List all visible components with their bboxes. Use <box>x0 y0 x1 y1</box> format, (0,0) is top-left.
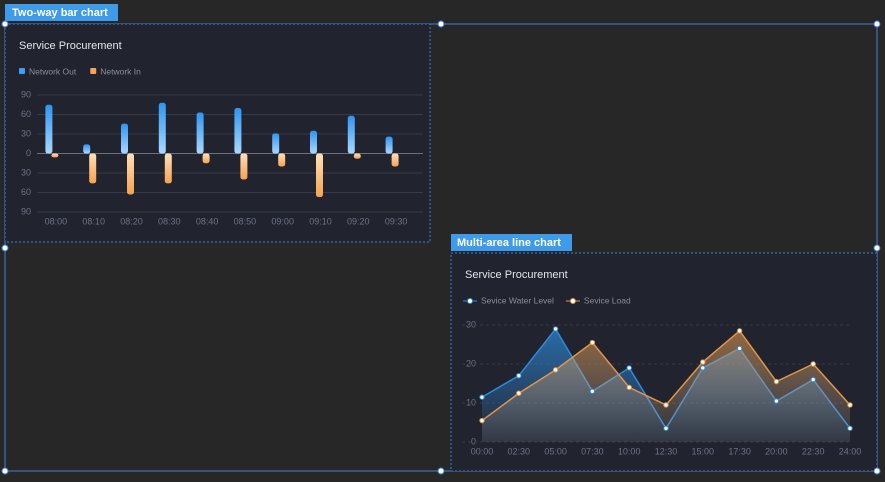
x-tick-label: 10:00 <box>618 446 641 456</box>
point <box>552 326 559 332</box>
y-tick-label: 30 <box>21 128 31 138</box>
point <box>589 388 596 394</box>
area <box>482 330 850 442</box>
y-tick-label: 10 <box>466 397 476 407</box>
y-tick-label: 30 <box>21 167 31 177</box>
bar <box>278 153 286 167</box>
point <box>773 398 780 404</box>
point <box>626 384 632 391</box>
point <box>700 359 706 365</box>
x-tick-label: 05:00 <box>544 446 567 456</box>
point <box>552 367 559 373</box>
bar <box>316 153 323 198</box>
point <box>663 402 669 408</box>
bar <box>127 153 134 195</box>
point <box>479 417 485 424</box>
bar <box>310 130 317 154</box>
x-tick-label: 07:30 <box>581 446 604 456</box>
y-tick-label: 30 <box>466 319 476 329</box>
bar <box>45 104 53 154</box>
x-tick-label: 08:00 <box>45 216 68 226</box>
y-tick-label: 0 <box>471 436 476 446</box>
x-tick-label: 08:20 <box>120 216 143 226</box>
x-tick-label: 20:00 <box>765 446 788 456</box>
bar <box>391 153 399 167</box>
bar <box>385 136 393 154</box>
y-tick-label: 60 <box>21 109 31 119</box>
point <box>516 373 522 379</box>
legend-swatch <box>90 68 97 74</box>
legend-label: Sevice Load <box>584 295 631 305</box>
x-tick-label: 17:30 <box>728 446 751 456</box>
x-tick-label: 09:00 <box>271 216 294 226</box>
x-tick-label: 02:30 <box>508 446 531 456</box>
panel-tag-text: Multi-area line chart <box>457 237 561 249</box>
legend-dot <box>467 298 473 304</box>
bar-panel[interactable] <box>4 23 431 243</box>
legend-swatch <box>19 68 25 74</box>
bar <box>83 144 91 154</box>
legend-dot <box>569 298 576 304</box>
bar <box>240 153 248 180</box>
point <box>810 361 816 367</box>
point <box>626 365 632 371</box>
point <box>700 365 706 371</box>
chart-title: Service Procurement <box>19 40 122 52</box>
x-tick-label: 24:00 <box>839 446 862 456</box>
bar <box>202 153 210 164</box>
bar <box>89 153 97 184</box>
y-tick-label: 60 <box>21 187 31 197</box>
bar <box>51 153 59 158</box>
point <box>847 402 853 408</box>
x-tick-label: 08:10 <box>82 216 105 226</box>
bar <box>353 153 361 159</box>
x-tick-label: 08:30 <box>158 216 181 226</box>
panel-tag <box>5 4 118 21</box>
point <box>773 378 780 385</box>
point <box>589 339 596 346</box>
x-tick-label: 15:00 <box>692 446 715 456</box>
x-tick-label: 09:30 <box>385 216 408 226</box>
bar <box>272 133 280 154</box>
bar <box>347 115 355 154</box>
point <box>479 394 485 400</box>
y-tick-label: 90 <box>21 89 31 99</box>
bar <box>121 123 128 154</box>
y-tick-label: 20 <box>466 358 476 368</box>
legend-label: Network In <box>100 66 141 76</box>
bar <box>164 153 172 184</box>
x-tick-label: 09:20 <box>347 216 370 226</box>
point <box>736 345 743 352</box>
legend-label: Network Out <box>29 66 77 76</box>
panel-tag-text: Two-way bar chart <box>12 7 108 19</box>
bar <box>158 102 166 154</box>
resize-handles[interactable] <box>1 20 881 475</box>
y-tick-label: 90 <box>21 206 31 216</box>
x-tick-label: 12:30 <box>655 446 678 456</box>
x-tick-label: 08:40 <box>196 216 219 226</box>
y-tick-label: 0 <box>26 148 31 158</box>
point <box>810 376 816 383</box>
point <box>516 390 522 396</box>
point <box>736 328 743 334</box>
point <box>847 425 853 432</box>
x-tick-label: 08:50 <box>234 216 257 226</box>
bar <box>196 112 204 154</box>
chart-title: Service Procurement <box>465 269 568 281</box>
point <box>663 425 669 432</box>
x-tick-label: 09:10 <box>309 216 332 226</box>
panel-tag <box>451 234 572 251</box>
bar <box>234 108 242 154</box>
x-tick-label: 22:30 <box>802 446 825 456</box>
legend-label: Sevice Water Level <box>481 295 554 305</box>
x-tick-label: 00:00 <box>471 446 494 456</box>
